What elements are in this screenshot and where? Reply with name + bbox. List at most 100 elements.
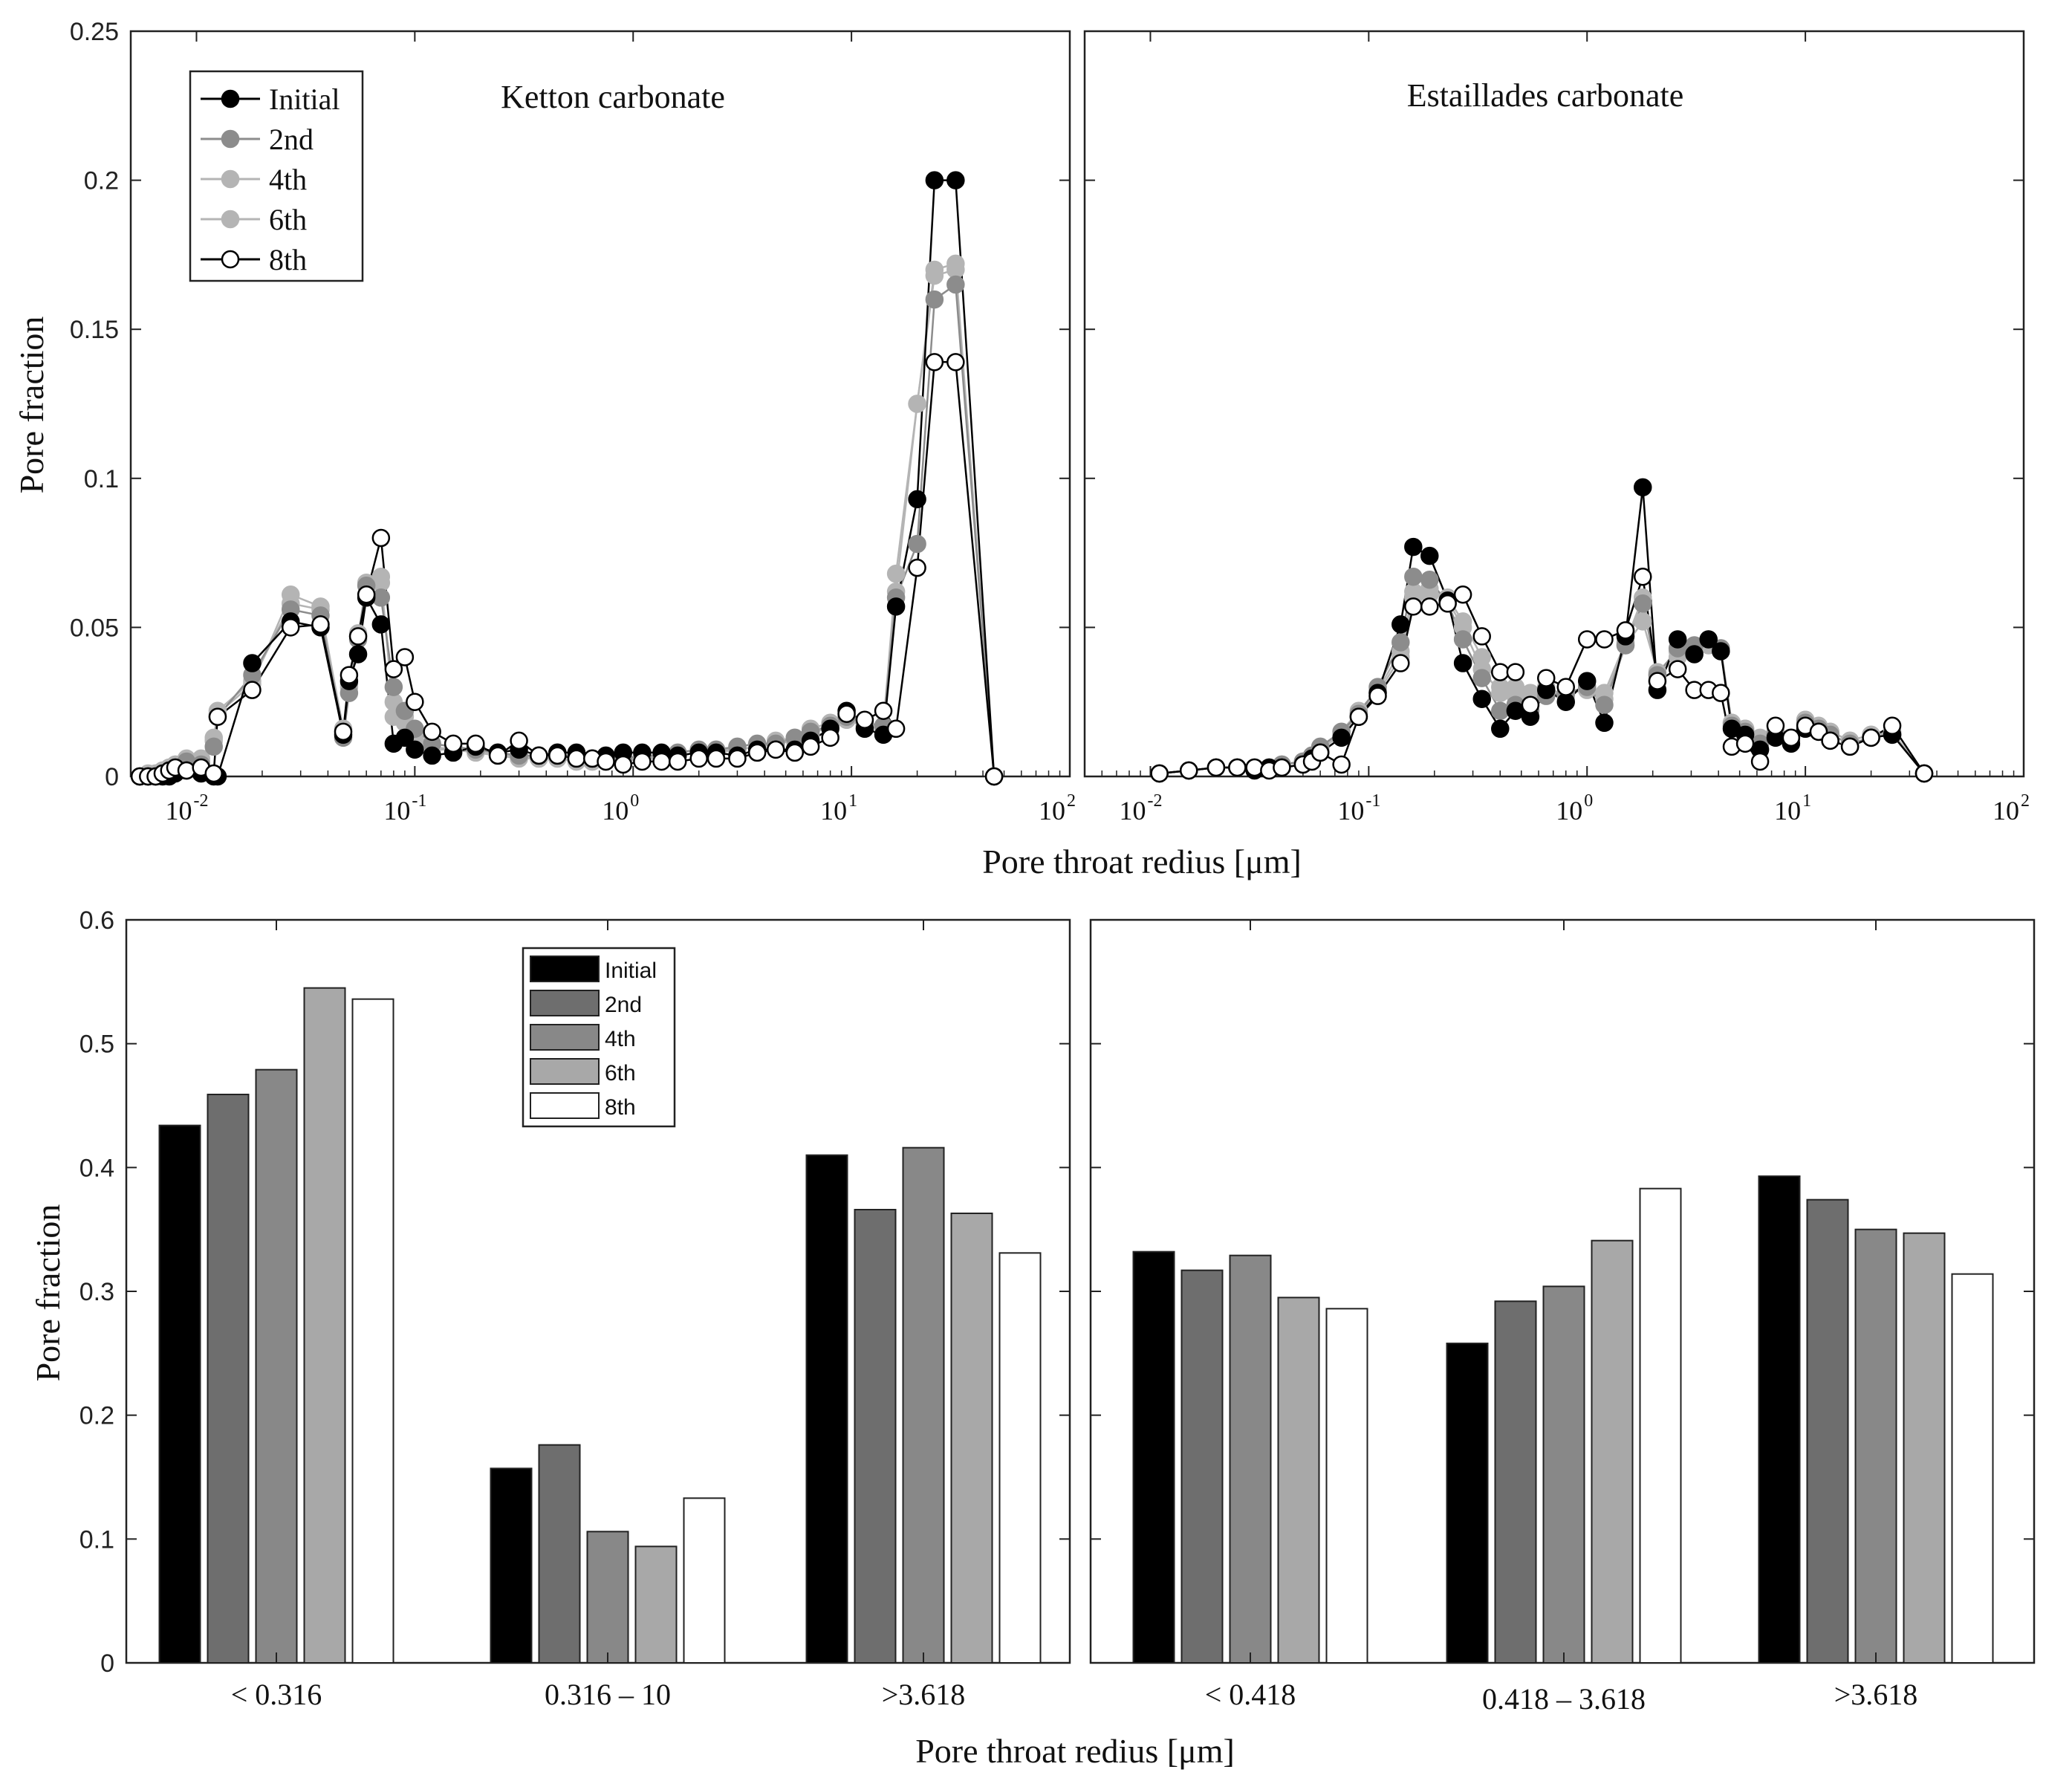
data-point-initial xyxy=(1595,713,1614,733)
data-point-8th xyxy=(668,752,687,771)
data-point-8th xyxy=(1595,630,1614,649)
data-point-2nd xyxy=(925,290,944,309)
data-point-8th xyxy=(908,558,926,577)
x-tick-label: 10 xyxy=(383,796,410,825)
x-tick-label: 10 xyxy=(820,796,847,825)
legend-label: Initial xyxy=(269,82,340,116)
bar-8th xyxy=(683,1497,726,1664)
bar-4th xyxy=(586,1531,629,1664)
bar-6th xyxy=(303,987,346,1664)
data-point-4th xyxy=(1634,612,1652,631)
data-point-initial xyxy=(1332,728,1351,747)
legend-marker xyxy=(221,169,240,189)
legend-marker xyxy=(221,210,240,229)
data-point-8th xyxy=(567,749,586,768)
data-point-initial xyxy=(925,171,944,189)
bar-initial xyxy=(1758,1175,1801,1664)
legend-label: 2nd xyxy=(269,123,314,156)
bar-4th xyxy=(255,1068,298,1664)
legend-label: 6th xyxy=(605,1061,636,1086)
data-point-4th xyxy=(1404,583,1423,601)
data-point-2nd xyxy=(1472,669,1491,687)
data-point-initial xyxy=(406,740,424,759)
data-point-8th xyxy=(1821,731,1839,750)
data-point-8th xyxy=(1862,728,1880,747)
data-point-initial xyxy=(1391,615,1410,634)
data-point-8th xyxy=(1735,734,1755,753)
data-point-8th xyxy=(208,707,227,727)
x-tick-exponent: 2 xyxy=(1067,791,1076,811)
legend-swatch xyxy=(530,1024,600,1051)
x-tick-exponent: -1 xyxy=(1365,791,1380,811)
category-label: >3.618 xyxy=(882,1678,966,1711)
data-point-8th xyxy=(281,618,300,637)
x-tick-exponent: -2 xyxy=(1147,791,1162,811)
data-point-8th xyxy=(1150,764,1169,783)
y-tick-label: 0.4 xyxy=(79,1154,114,1182)
estaillades-line-plot: 10 -2 10 -1 10 0 10 1 10 2 xyxy=(1084,30,2030,825)
data-point-4th xyxy=(908,395,926,413)
category-label: >3.618 xyxy=(1834,1678,1918,1711)
data-point-8th xyxy=(371,528,391,548)
data-point-8th xyxy=(510,731,528,750)
bar-6th xyxy=(634,1545,678,1664)
x-tick-exponent: 0 xyxy=(1584,791,1593,811)
data-point-8th xyxy=(548,746,567,765)
top-legend-box xyxy=(189,70,364,282)
data-point-8th xyxy=(423,722,441,742)
bar-4th xyxy=(1854,1228,1897,1664)
data-point-8th xyxy=(177,761,196,780)
bar-4th xyxy=(902,1146,945,1664)
legend-label: 8th xyxy=(605,1095,636,1120)
legend-label: 4th xyxy=(605,1027,636,1051)
data-point-8th xyxy=(1766,716,1785,736)
data-point-8th xyxy=(1750,752,1770,771)
data-point-8th xyxy=(766,740,785,759)
bar-8th xyxy=(351,998,394,1664)
x-tick-label: 10 xyxy=(165,796,192,825)
data-point-initial xyxy=(1685,645,1704,664)
x-tick-exponent: 1 xyxy=(848,791,857,811)
data-point-initial xyxy=(395,728,415,747)
bar-initial xyxy=(805,1154,848,1664)
data-point-initial xyxy=(946,171,965,189)
estaillades-bar-plot: < 0.418 0.418 – 3.618 >3.618 xyxy=(1091,919,2034,1716)
data-point-8th xyxy=(1577,630,1597,649)
legend-label: 8th xyxy=(269,243,307,276)
data-point-8th xyxy=(652,752,671,771)
data-point-initial xyxy=(1420,546,1439,565)
data-point-8th xyxy=(1472,627,1491,646)
data-point-2nd xyxy=(384,678,403,696)
legend-label: 6th xyxy=(269,203,307,236)
data-point-8th xyxy=(340,666,359,684)
data-point-8th xyxy=(1556,678,1576,696)
y-tick-label: 0.05 xyxy=(70,614,119,642)
y-tick-label: 0.5 xyxy=(79,1031,114,1059)
bar-2nd xyxy=(538,1444,581,1664)
data-point-8th xyxy=(1368,687,1387,705)
data-point-8th xyxy=(747,743,767,762)
data-point-4th xyxy=(886,564,906,583)
data-point-8th xyxy=(530,746,548,765)
data-point-8th xyxy=(1273,758,1291,777)
data-point-8th xyxy=(874,701,893,720)
data-point-8th xyxy=(886,719,906,739)
data-point-4th xyxy=(925,260,944,279)
bar-initial xyxy=(1132,1250,1175,1664)
data-point-8th xyxy=(334,722,353,742)
data-point-initial xyxy=(348,645,368,664)
data-point-initial xyxy=(1577,672,1597,690)
data-point-8th xyxy=(348,627,368,646)
data-point-8th xyxy=(1537,669,1556,687)
bar-6th xyxy=(950,1213,993,1664)
x-tick-exponent: -1 xyxy=(412,791,426,811)
bar-initial xyxy=(490,1467,533,1664)
bar-2nd xyxy=(1806,1198,1849,1664)
data-point-initial xyxy=(1634,478,1652,497)
data-point-2nd xyxy=(1634,594,1652,613)
data-point-initial xyxy=(423,746,441,765)
estaillades-line-frame xyxy=(1083,30,2025,778)
x-tick-label: 10 xyxy=(1556,796,1582,825)
y-tick-label: 0.1 xyxy=(84,465,119,493)
